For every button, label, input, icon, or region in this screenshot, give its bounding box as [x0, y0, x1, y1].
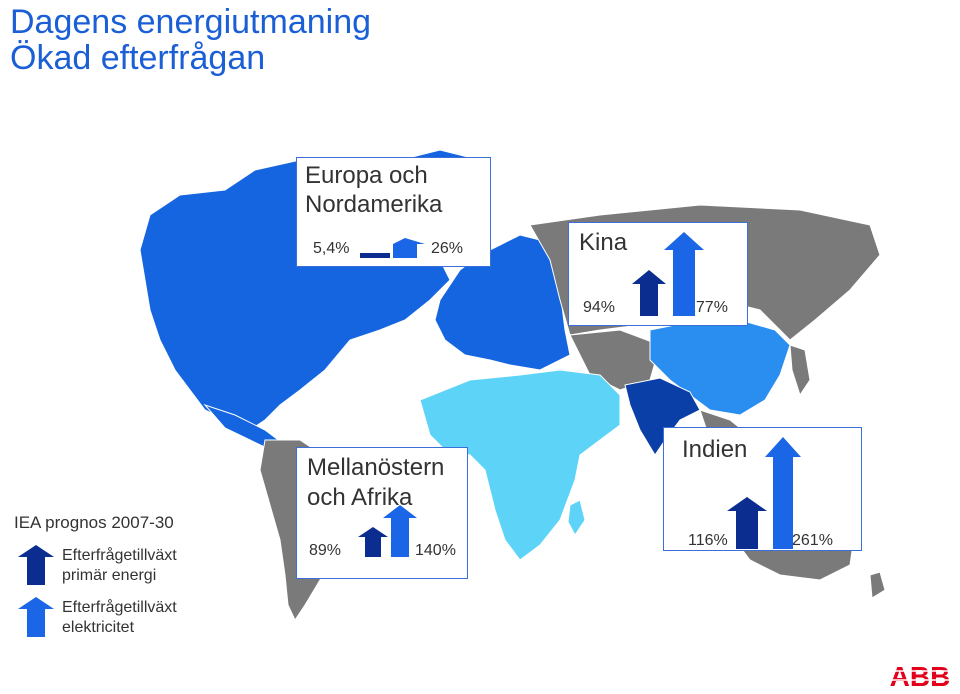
primary-energy-arrow-china [632, 270, 666, 316]
electricity-arrow-europe-na [393, 238, 425, 258]
region-title-line1: Mellanöstern [307, 454, 445, 481]
svg-text:ABB: ABB [890, 662, 951, 690]
page-title-line2: Ökad efterfrågan [10, 39, 266, 77]
primary-energy-value: 116% [688, 532, 728, 549]
region-japan [789, 344, 811, 397]
legend-primary-line2: primär energi [62, 567, 157, 584]
region-box-mena: Mellanöstern och Afrika 89% 140% [296, 447, 468, 579]
electricity-value: 177% [687, 299, 728, 316]
legend-primary-energy-arrow [18, 545, 54, 585]
electricity-arrow-china [664, 232, 704, 316]
region-title-line1: Europa och [305, 162, 428, 189]
region-mena [419, 369, 621, 561]
electricity-value: 261% [792, 532, 833, 549]
legend-electricity-line2: elektricitet [62, 619, 135, 636]
electricity-arrow-mena [383, 505, 417, 557]
region-madagascar [567, 499, 586, 536]
region-title: Kina [579, 229, 628, 256]
legend-heading: IEA prognos 2007-30 [14, 513, 174, 532]
page-title-line1: Dagens energiutmaning [10, 3, 372, 41]
primary-energy-arrow-europe-na [360, 253, 390, 258]
primary-energy-arrow-india [727, 497, 767, 549]
primary-energy-value: 5,4% [313, 240, 350, 257]
legend-electricity-line1: Efterfrågetillväxt [62, 599, 177, 616]
primary-energy-value: 89% [309, 542, 342, 559]
legend-electricity-arrow [18, 597, 54, 637]
region-title: Indien [682, 436, 748, 463]
region-europe [434, 234, 571, 371]
region-title-line2: och Afrika [307, 484, 413, 511]
electricity-value: 26% [431, 240, 464, 257]
primary-energy-arrow-mena [358, 527, 388, 557]
abb-logo: ABB [885, 662, 955, 690]
region-box-india: Indien 116% 261% [663, 427, 862, 551]
region-title-line2: Nordamerika [305, 191, 443, 218]
electricity-arrow-india [765, 437, 801, 549]
region-new-zealand [869, 571, 886, 599]
electricity-value: 140% [415, 542, 456, 559]
primary-energy-value: 94% [583, 299, 616, 316]
legend-primary-line1: Efterfrågetillväxt [62, 547, 177, 564]
